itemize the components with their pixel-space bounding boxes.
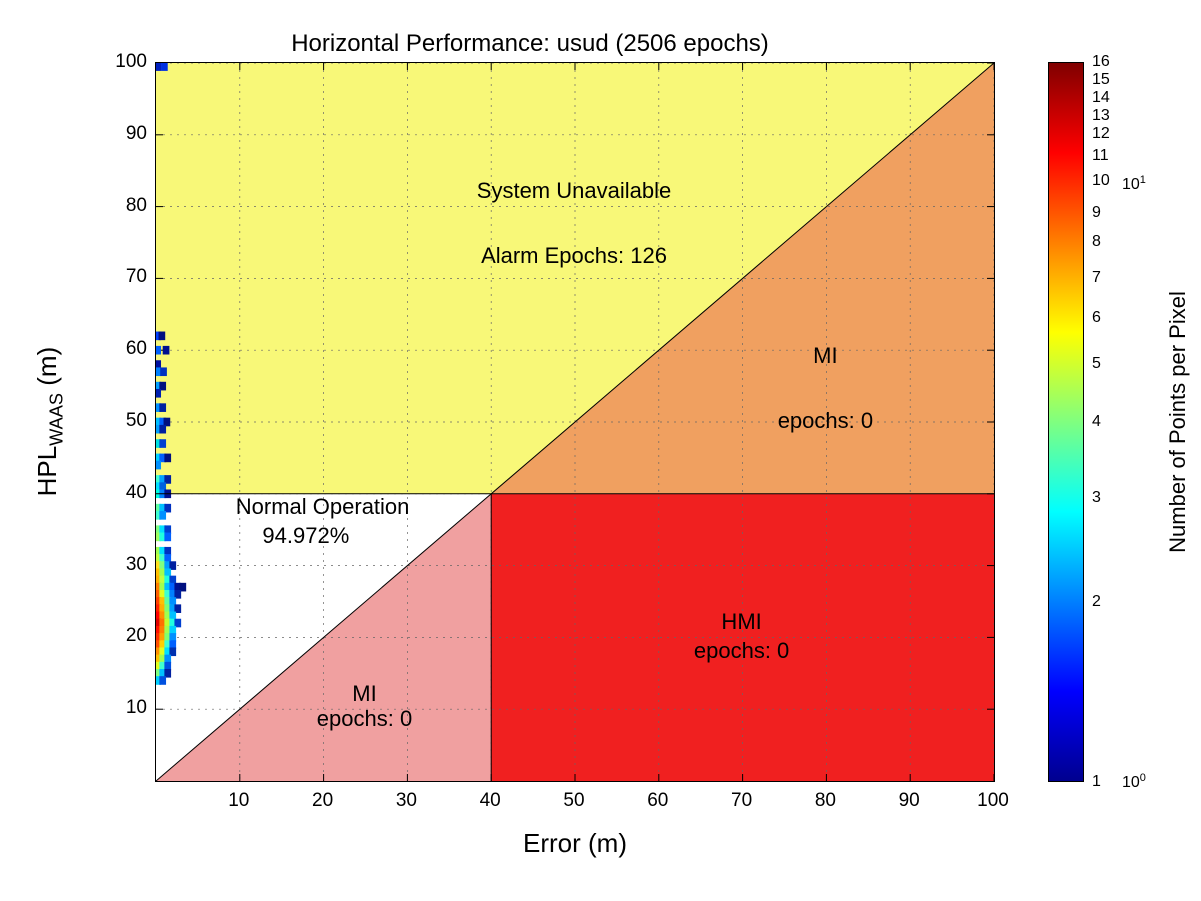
y-axis-label: HPLWAAS (m) — [35, 62, 65, 782]
x-tick: 100 — [977, 790, 1009, 812]
colorbar-tick: 9 — [1092, 204, 1101, 222]
hmi-label2: epochs: 0 — [694, 638, 789, 664]
y-tick: 30 — [97, 554, 147, 576]
colorbar-label: Number of Points per Pixel — [1163, 62, 1193, 782]
colorbar-tick: 12 — [1092, 125, 1110, 143]
y-tick: 80 — [97, 195, 147, 217]
colorbar-tick: 7 — [1092, 269, 1101, 287]
colorbar — [1048, 62, 1084, 782]
system_unavailable-label1: System Unavailable — [477, 178, 671, 204]
colorbar-tick: 14 — [1092, 89, 1110, 107]
mi_upper-label1: MI — [813, 343, 837, 369]
colorbar-tick: 10 — [1092, 172, 1110, 190]
colorbar-tick: 3 — [1092, 489, 1101, 507]
x-tick: 60 — [647, 790, 668, 812]
normal-label1: Normal Operation — [236, 494, 410, 520]
y-tick: 70 — [97, 266, 147, 288]
mi_lower-label2: epochs: 0 — [317, 706, 412, 732]
colorbar-tick: 2 — [1092, 593, 1101, 611]
colorbar-tick: 16 — [1092, 53, 1110, 71]
x-tick: 80 — [815, 790, 836, 812]
x-tick: 20 — [312, 790, 333, 812]
colorbar-tick: 4 — [1092, 413, 1101, 431]
x-axis-label: Error (m) — [155, 828, 995, 859]
normal-label2: 94.972% — [262, 523, 349, 549]
system_unavailable-label2: Alarm Epochs: 126 — [481, 243, 667, 269]
chart-title: Horizontal Performance: usud (2506 epoch… — [0, 30, 1060, 58]
mi_upper-label2: epochs: 0 — [778, 408, 873, 434]
colorbar-tick: 5 — [1092, 355, 1101, 373]
y-tick: 20 — [97, 625, 147, 647]
colorbar-tick: 6 — [1092, 309, 1101, 327]
y-tick: 100 — [97, 51, 147, 73]
x-tick: 90 — [899, 790, 920, 812]
x-tick: 10 — [228, 790, 249, 812]
y-tick: 90 — [97, 123, 147, 145]
x-tick: 40 — [480, 790, 501, 812]
y-tick: 50 — [97, 410, 147, 432]
colorbar-tick: 11 — [1092, 147, 1109, 165]
y-tick: 60 — [97, 338, 147, 360]
y-tick: 10 — [97, 697, 147, 719]
colorbar-major-tick: 101 — [1122, 174, 1146, 194]
colorbar-tick: 1 — [1092, 773, 1101, 791]
x-tick: 70 — [731, 790, 752, 812]
mi_lower-label1: MI — [352, 681, 376, 707]
y-tick: 40 — [97, 482, 147, 504]
colorbar-tick: 13 — [1092, 107, 1110, 125]
hmi-label1: HMI — [721, 609, 761, 635]
colorbar-tick: 8 — [1092, 233, 1101, 251]
x-tick: 30 — [396, 790, 417, 812]
x-tick: 50 — [563, 790, 584, 812]
colorbar-major-tick: 100 — [1122, 772, 1146, 792]
colorbar-tick: 15 — [1092, 71, 1110, 89]
